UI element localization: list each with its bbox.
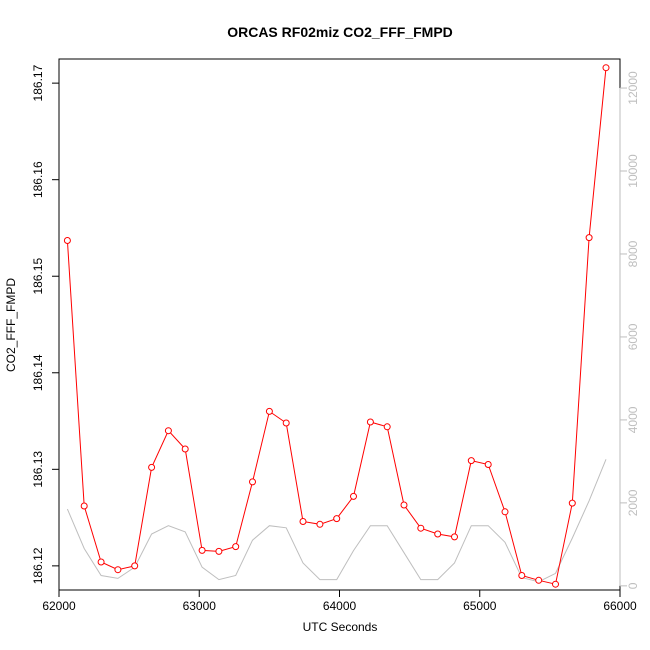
x-axis: 62000 63000 64000 65000 66000 — [42, 589, 637, 613]
series-2-line — [66, 459, 607, 583]
series-1-point — [148, 463, 156, 471]
x-tick-label: 63000 — [183, 599, 217, 613]
series-1-point — [282, 419, 290, 427]
y2-tick-label: 10000 — [626, 154, 640, 188]
y-axis-label: CO2_FFF_FMPD — [4, 278, 18, 372]
plot-area — [63, 64, 610, 588]
series-1-point — [350, 492, 357, 500]
series-1-point — [366, 418, 374, 426]
x-axis-label: UTC Seconds — [303, 620, 378, 634]
y2-tick-label: 6000 — [626, 323, 640, 350]
series-1-point — [215, 547, 223, 555]
y2-tick-label: 4000 — [626, 406, 640, 433]
series-1-point — [249, 478, 256, 486]
y-tick-label: 186.14 — [31, 354, 45, 391]
series-1-point — [63, 237, 71, 244]
series-1-point — [585, 234, 593, 242]
series-1-point — [114, 566, 122, 574]
y-tick-label: 186.16 — [31, 161, 45, 198]
chart-title: ORCAS RF02miz CO2_FFF_FMPD — [227, 24, 453, 40]
y-axis-left: 186.12 186.13 186.14 186.15 186.16 186.17 — [31, 64, 60, 584]
series-1-point — [383, 423, 391, 431]
y-tick-label: 186.17 — [31, 64, 45, 101]
series-1-point — [333, 515, 341, 523]
x-tick-label: 65000 — [463, 599, 497, 613]
series-1-point — [80, 502, 88, 510]
y2-tick-label: 0 — [626, 582, 640, 589]
series-1-point — [552, 580, 559, 588]
series-1-point — [568, 499, 576, 507]
y-tick-label: 186.15 — [31, 258, 45, 295]
series-1-point — [518, 572, 526, 579]
y-axis-right: 0 2000 4000 6000 8000 10000 12000 — [619, 71, 640, 589]
series-1-point — [417, 524, 425, 532]
series-1-point — [535, 576, 543, 584]
plot-frame — [58, 58, 621, 591]
series-1-point — [181, 445, 189, 453]
series-1-point — [467, 457, 475, 465]
y2-tick-label: 8000 — [626, 240, 640, 267]
series-1-point — [198, 546, 206, 554]
x-tick-label: 64000 — [323, 599, 357, 613]
x-tick-label: 66000 — [603, 599, 637, 613]
series-1-line — [66, 67, 607, 585]
y-tick-label: 186.12 — [31, 547, 45, 584]
y2-tick-label: 12000 — [626, 71, 640, 105]
y-tick-label: 186.13 — [31, 451, 45, 488]
series-1-point — [164, 427, 172, 435]
x-tick-label: 62000 — [42, 599, 76, 613]
series-1-point — [97, 558, 105, 566]
series-1-point — [501, 508, 509, 516]
series-1-point — [434, 530, 442, 538]
series-1-point — [400, 501, 408, 509]
y2-tick-label: 2000 — [626, 489, 640, 516]
series-1-point — [265, 407, 273, 415]
series-1-point — [451, 533, 458, 541]
series-1-point — [299, 518, 307, 525]
series-1-point — [602, 64, 610, 72]
series-1-point — [316, 520, 324, 528]
series-1-point — [232, 543, 240, 551]
series-1-point — [131, 562, 139, 570]
series-1-point — [484, 461, 492, 468]
